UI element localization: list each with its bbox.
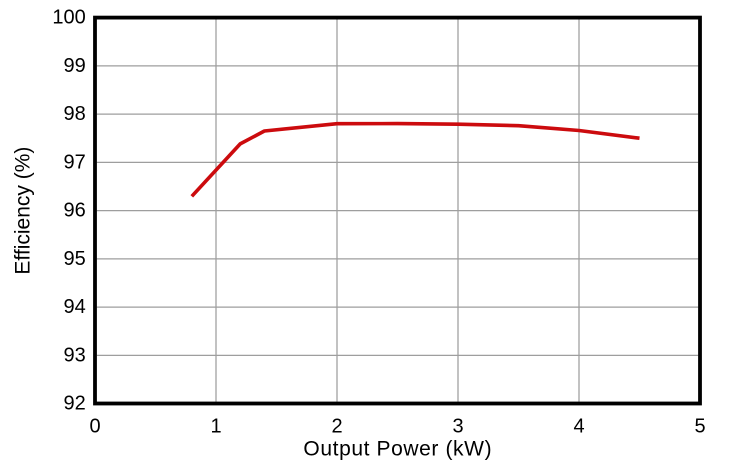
svg-text:Output Power (kW): Output Power (kW)	[303, 438, 492, 461]
svg-text:94: 94	[64, 296, 86, 318]
svg-text:99: 99	[64, 55, 86, 77]
svg-text:5: 5	[694, 416, 705, 438]
svg-text:98: 98	[64, 103, 86, 125]
svg-text:3: 3	[452, 416, 463, 438]
svg-text:1: 1	[210, 416, 221, 438]
svg-text:93: 93	[64, 344, 86, 366]
svg-text:2: 2	[331, 416, 342, 438]
svg-text:0: 0	[89, 416, 100, 438]
svg-text:Efficiency (%): Efficiency (%)	[12, 147, 35, 275]
svg-text:92: 92	[64, 393, 86, 415]
svg-text:97: 97	[64, 151, 86, 173]
svg-text:96: 96	[64, 200, 86, 222]
svg-text:100: 100	[52, 7, 85, 29]
svg-text:4: 4	[573, 416, 584, 438]
svg-text:95: 95	[64, 248, 86, 270]
